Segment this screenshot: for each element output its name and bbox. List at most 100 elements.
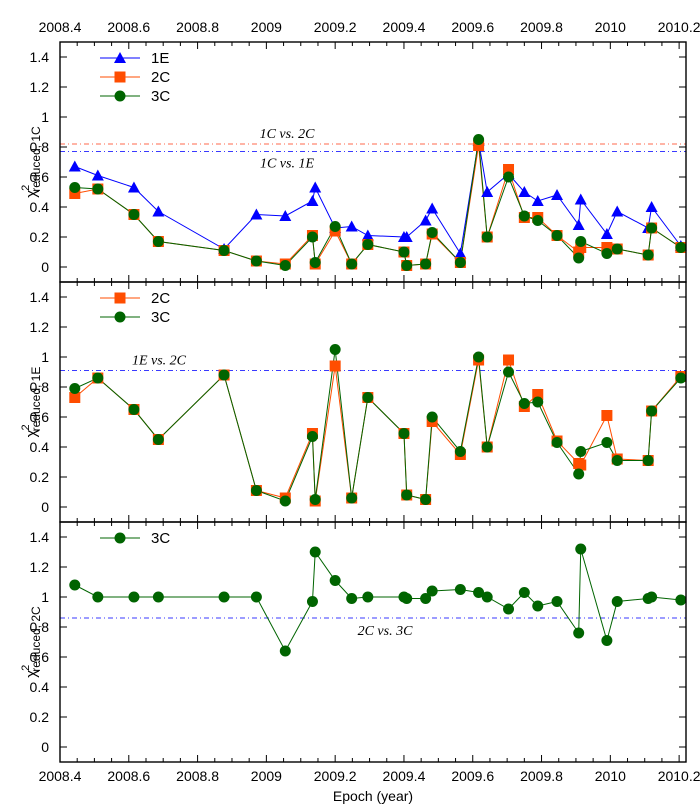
data-point-3C <box>532 396 544 408</box>
data-point-3C <box>642 249 654 261</box>
data-point-1E <box>551 189 564 200</box>
data-point-3C <box>218 245 230 256</box>
panel-frame <box>59 521 687 763</box>
data-point-3C <box>128 591 140 603</box>
y-tick-label: 0.2 <box>30 469 50 485</box>
legend-label: 3C <box>151 530 170 547</box>
data-point-3C <box>279 495 291 507</box>
data-point-2C <box>575 242 587 253</box>
data-point-3C <box>250 255 262 267</box>
data-point-3C <box>346 593 358 604</box>
x-tick-label-top: 2009 <box>251 19 282 35</box>
y-tick-label: 0.8 <box>30 619 50 635</box>
data-point-3C <box>401 260 413 271</box>
data-point-3C <box>532 215 544 226</box>
y-tick-label: 0.4 <box>30 439 50 455</box>
data-point-3C <box>573 252 585 264</box>
y-tick-label: 1.4 <box>30 529 50 545</box>
y-tick-label: 1.4 <box>30 289 50 305</box>
reference-line-label: 1C vs. 2C <box>260 127 316 142</box>
y-tick-label: 1.4 <box>30 49 50 65</box>
data-point-1E <box>419 214 432 226</box>
data-point-3C <box>611 455 623 466</box>
data-point-3C <box>401 489 413 501</box>
data-point-3C <box>306 596 318 607</box>
data-point-3C <box>420 258 432 270</box>
data-point-3C <box>532 600 544 612</box>
data-point-3C <box>481 591 493 603</box>
data-point-3C <box>69 383 81 394</box>
data-point-3C <box>329 344 341 355</box>
data-point-2C <box>575 459 587 471</box>
data-point-3C <box>575 543 587 555</box>
data-point-3C <box>92 591 104 603</box>
data-point-3C <box>420 593 432 604</box>
data-point-1E <box>306 195 319 206</box>
data-point-3C <box>218 369 230 381</box>
data-point-3C <box>454 584 466 595</box>
data-point-3C <box>309 546 321 558</box>
data-point-3C <box>551 596 563 607</box>
y-tick-label: 0.4 <box>30 199 50 215</box>
data-point-3C <box>128 209 140 220</box>
x-axis-title: Epoch (year) <box>333 788 413 804</box>
data-point-3C <box>362 239 374 250</box>
data-point-3C <box>398 246 410 258</box>
data-point-3C <box>675 372 687 384</box>
y-tick-label: 0 <box>41 499 49 515</box>
data-point-3C <box>573 627 585 639</box>
data-point-3C <box>473 351 485 363</box>
data-point-3C <box>454 257 466 268</box>
legend-label: 2C <box>151 290 170 307</box>
y-tick-label: 1.2 <box>30 79 50 95</box>
data-point-3C <box>575 236 587 247</box>
reference-line-label: 2C vs. 3C <box>358 624 414 639</box>
y-tick-label: 0 <box>41 739 49 755</box>
legend-marker <box>114 311 126 323</box>
data-point-1E <box>250 208 263 220</box>
data-point-3C <box>128 404 140 415</box>
data-point-3C <box>642 455 654 466</box>
data-point-1E <box>400 231 413 242</box>
data-point-2C <box>601 242 613 253</box>
legend-marker <box>114 90 126 102</box>
data-point-2C <box>69 188 81 199</box>
data-point-3C <box>152 434 164 445</box>
x-tick-label: 2008.6 <box>107 768 150 784</box>
x-tick-label-top: 2008.6 <box>107 19 150 35</box>
y-axis-label: χ2reduced, 2C <box>20 606 43 678</box>
y-tick-label: 0.8 <box>30 379 50 395</box>
y-tick-label: 0.2 <box>30 229 50 245</box>
data-point-3C <box>279 260 291 271</box>
data-point-3C <box>675 242 687 253</box>
data-point-3C <box>92 372 104 384</box>
data-point-1E <box>574 193 587 205</box>
data-point-1E <box>127 181 140 193</box>
y-tick-label: 0.6 <box>30 409 50 425</box>
data-point-3C <box>346 492 358 504</box>
data-point-1E <box>611 205 624 217</box>
data-point-3C <box>518 587 530 598</box>
data-point-3C <box>503 603 515 615</box>
data-point-1E <box>481 186 494 197</box>
x-tick-label: 2009.8 <box>520 768 563 784</box>
legend-label: 2C <box>151 69 170 86</box>
data-point-3C <box>575 446 587 457</box>
data-point-3C <box>503 171 515 183</box>
data-point-2C <box>532 389 544 400</box>
data-point-3C <box>481 231 493 243</box>
data-point-2C <box>503 164 515 175</box>
data-point-1E <box>518 186 531 197</box>
data-point-3C <box>306 431 318 442</box>
data-point-3C <box>518 398 530 409</box>
data-point-3C <box>69 182 81 193</box>
data-point-3C <box>473 587 485 598</box>
series-line-3C <box>74 349 682 502</box>
data-point-2C <box>329 360 341 372</box>
y-axis-label: χ2reduced, 1C <box>20 126 43 198</box>
data-point-3C <box>426 227 438 238</box>
legend-marker <box>114 292 126 304</box>
panel-middle: 0 0.2 0.4 0.6 0.8 1 1.2 1.4 1E vs. 2C 2C 3C χ2reduc… <box>20 281 687 523</box>
data-point-2C <box>601 410 613 421</box>
data-point-2C <box>69 392 81 403</box>
